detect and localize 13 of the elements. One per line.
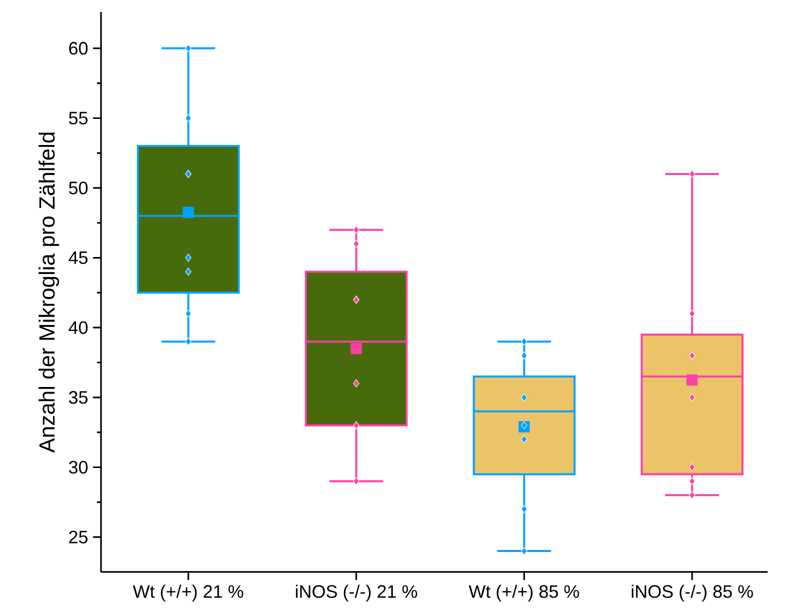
y-tick-label: 55 (68, 112, 88, 124)
y-axis-title: Anzahl der Mikroglia pro Zählfeld (38, 132, 60, 453)
x-tick-label: Wt (+/+) 21 % (132, 584, 244, 602)
y-tick-label: 45 (68, 252, 88, 264)
y-tick-label: 50 (68, 182, 88, 194)
y-tick-label: 25 (69, 530, 88, 544)
x-tick-label: iNOS (-/-) 85 % (632, 584, 753, 602)
y-tick-label: 35 (68, 391, 88, 404)
x-tick-label: Wt (+/+) 85 % (468, 584, 580, 602)
y-tick-label: 60 (69, 42, 88, 55)
y-tick-label: 30 (68, 460, 88, 474)
x-tick-label: iNOS (-/-) 21 % (296, 584, 418, 602)
y-tick-label: 40 (68, 321, 88, 334)
